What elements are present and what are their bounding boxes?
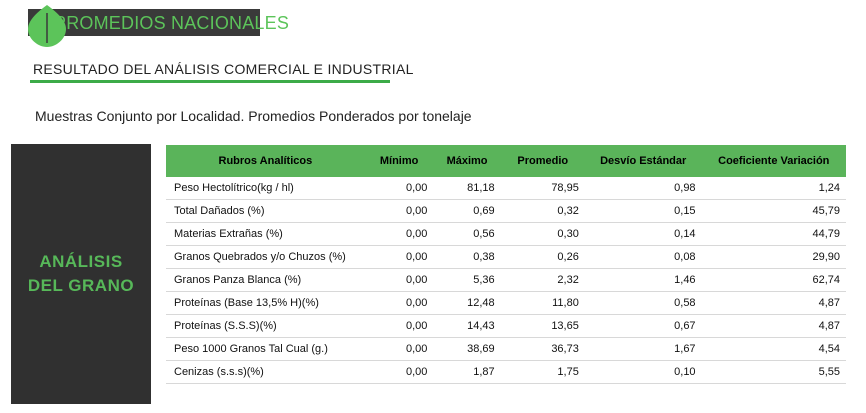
table-cell: 0,00 — [364, 223, 434, 246]
table-cell: Peso 1000 Granos Tal Cual (g.) — [166, 338, 365, 361]
side-panel: ANÁLISIS DEL GRANO — [11, 144, 151, 404]
table-cell: 81,18 — [433, 177, 501, 200]
column-header: Mínimo — [364, 145, 434, 177]
section-underline — [30, 80, 390, 83]
table-row: Peso Hectolítrico(kg / hl) 0,00 81,18 78… — [166, 177, 846, 200]
table-cell: 0,00 — [364, 177, 434, 200]
table-cell: 0,26 — [500, 246, 585, 269]
table-cell: 0,00 — [364, 269, 434, 292]
table-header-row: Rubros Analíticos Mínimo Máximo Promedio… — [166, 145, 846, 177]
table-cell: Proteínas (S.S.S)(%) — [166, 315, 365, 338]
table-cell: 13,65 — [500, 315, 585, 338]
table-row: Proteínas (Base 13,5% H)(%) 0,00 12,48 1… — [166, 292, 846, 315]
table-cell: 1,75 — [500, 361, 585, 384]
table-row: Cenizas (s.s.s)(%) 0,00 1,87 1,75 0,10 5… — [166, 361, 846, 384]
table-cell: 1,46 — [584, 269, 702, 292]
table-cell: 0,00 — [364, 338, 434, 361]
banner-title: PROMEDIOS NACIONALES — [54, 13, 290, 33]
table-cell: 1,67 — [584, 338, 702, 361]
table-cell: Materias Extrañas (%) — [166, 223, 365, 246]
section-title: RESULTADO DEL ANÁLISIS COMERCIAL E INDUS… — [33, 61, 414, 77]
table-cell: 0,10 — [584, 361, 702, 384]
table-cell: 4,54 — [701, 338, 846, 361]
table-cell: 0,08 — [584, 246, 702, 269]
table-cell: 0,32 — [500, 200, 585, 223]
side-label-line1: ANÁLISIS — [39, 252, 123, 271]
table-cell: 0,00 — [364, 361, 434, 384]
analysis-table: Rubros Analíticos Mínimo Máximo Promedio… — [166, 145, 846, 384]
table-cell: Total Dañados (%) — [166, 200, 365, 223]
table-cell: 1,24 — [701, 177, 846, 200]
table-row: Proteínas (S.S.S)(%) 0,00 14,43 13,65 0,… — [166, 315, 846, 338]
table-cell: 0,67 — [584, 315, 702, 338]
table-cell: 0,58 — [584, 292, 702, 315]
side-label: ANÁLISIS DEL GRANO — [21, 250, 141, 298]
table-cell: 5,55 — [701, 361, 846, 384]
table-row: Granos Quebrados y/o Chuzos (%) 0,00 0,3… — [166, 246, 846, 269]
table-row: Total Dañados (%) 0,00 0,69 0,32 0,15 45… — [166, 200, 846, 223]
table-cell: 5,36 — [433, 269, 501, 292]
table-cell: Cenizas (s.s.s)(%) — [166, 361, 365, 384]
table-cell: 0,00 — [364, 315, 434, 338]
table-cell: 0,56 — [433, 223, 501, 246]
table-row: Peso 1000 Granos Tal Cual (g.) 0,00 38,6… — [166, 338, 846, 361]
table-cell: 2,32 — [500, 269, 585, 292]
table-cell: 0,00 — [364, 246, 434, 269]
page-banner: PROMEDIOS NACIONALES — [28, 5, 289, 47]
table-cell: 0,30 — [500, 223, 585, 246]
table-cell: 0,14 — [584, 223, 702, 246]
column-header: Coeficiente Variación — [701, 145, 846, 177]
table-cell: 14,43 — [433, 315, 501, 338]
table-cell: 62,74 — [701, 269, 846, 292]
table-cell: 4,87 — [701, 292, 846, 315]
column-header: Promedio — [500, 145, 585, 177]
column-header: Rubros Analíticos — [166, 145, 365, 177]
table-cell: 1,87 — [433, 361, 501, 384]
column-header: Desvío Estándar — [584, 145, 702, 177]
table-row: Materias Extrañas (%) 0,00 0,56 0,30 0,1… — [166, 223, 846, 246]
table-cell: 4,87 — [701, 315, 846, 338]
table-cell: 36,73 — [500, 338, 585, 361]
table-cell: 0,00 — [364, 200, 434, 223]
side-label-line2: DEL GRANO — [27, 276, 135, 295]
table-cell: 38,69 — [433, 338, 501, 361]
table-cell: Peso Hectolítrico(kg / hl) — [166, 177, 365, 200]
table-cell: 0,15 — [584, 200, 702, 223]
table-cell: 0,69 — [433, 200, 501, 223]
table-cell: 12,48 — [433, 292, 501, 315]
table-cell: Granos Panza Blanca (%) — [166, 269, 365, 292]
table-cell: 11,80 — [500, 292, 585, 315]
table-cell: 78,95 — [500, 177, 585, 200]
table-cell: Proteínas (Base 13,5% H)(%) — [166, 292, 365, 315]
leaf-icon — [28, 5, 66, 47]
table-cell: 0,98 — [584, 177, 702, 200]
table-cell: Granos Quebrados y/o Chuzos (%) — [166, 246, 365, 269]
table-cell: 0,38 — [433, 246, 501, 269]
page-subtitle: Muestras Conjunto por Localidad. Promedi… — [35, 108, 472, 124]
column-header: Máximo — [433, 145, 501, 177]
table-cell: 45,79 — [701, 200, 846, 223]
table-cell: 44,79 — [701, 223, 846, 246]
table-row: Granos Panza Blanca (%) 0,00 5,36 2,32 1… — [166, 269, 846, 292]
table-cell: 29,90 — [701, 246, 846, 269]
table-cell: 0,00 — [364, 292, 434, 315]
